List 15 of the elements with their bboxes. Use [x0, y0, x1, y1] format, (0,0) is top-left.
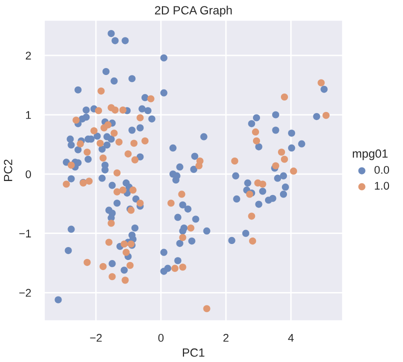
x-tick-label: 4 — [288, 334, 294, 342]
y-tick-label: −1 — [19, 230, 31, 238]
y-axis-title: PC2 — [4, 160, 12, 182]
legend-title: mpg01 — [352, 149, 388, 160]
x-tick-label: 2 — [223, 334, 228, 342]
y-tick-label: 0 — [26, 170, 31, 178]
x-axis-title: PC1 — [182, 348, 204, 357]
y-tick-label: 1 — [26, 111, 31, 119]
chart-title: 2D PCA Graph — [154, 6, 232, 17]
x-tick-label: −2 — [90, 334, 102, 342]
legend-label: 0.0 — [374, 166, 390, 174]
y-tick-label: 2 — [26, 52, 31, 60]
legend-label: 1.0 — [374, 182, 390, 190]
x-tick-label: 0 — [158, 334, 164, 342]
y-tick-label: −2 — [19, 288, 31, 297]
